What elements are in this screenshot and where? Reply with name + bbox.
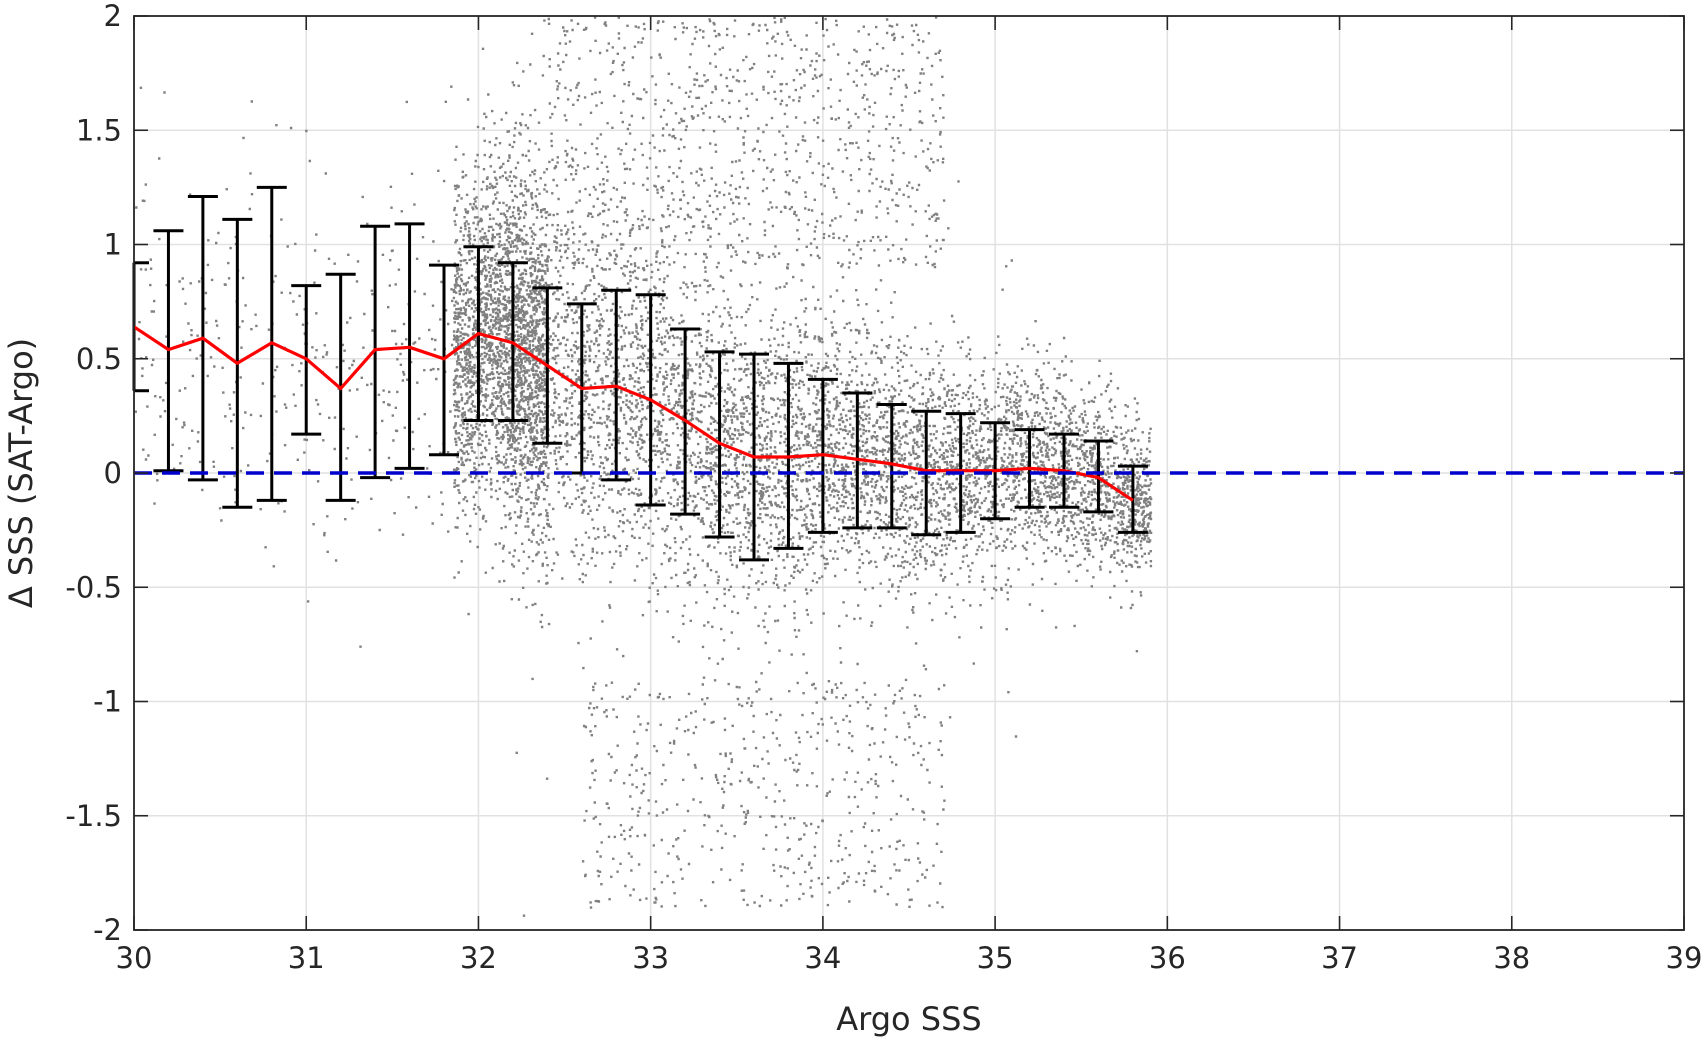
y-tick-label: 2 [104, 0, 122, 33]
x-tick-label: 39 [1666, 941, 1703, 975]
x-tick-label: 32 [460, 941, 497, 975]
x-axis-title: Argo SSS [836, 1000, 981, 1038]
axes-frame [133, 15, 1685, 931]
x-tick-label: 36 [1149, 941, 1186, 975]
mean-line-group [133, 325, 1134, 502]
y-tick-label: -2 [93, 913, 122, 947]
y-tick-label: -1.5 [65, 799, 122, 833]
y-tick-label: 0 [104, 456, 122, 490]
x-tick-label: 38 [1493, 941, 1530, 975]
y-tick-label: -0.5 [65, 570, 122, 604]
x-tick-label: 35 [977, 941, 1014, 975]
x-tick-label: 37 [1321, 941, 1358, 975]
x-tick-label: 30 [116, 941, 153, 975]
x-tick-label: 33 [632, 941, 669, 975]
mean-line [133, 325, 1134, 502]
x-tick-label: 34 [804, 941, 841, 975]
y-tick-labels: -2 -1.5 -1 -0.5 0 0.5 1 1.5 2 [65, 0, 122, 947]
y-axis-title: Δ SSS (SAT-Argo) [2, 338, 40, 608]
y-tick-label: 1.5 [76, 113, 122, 147]
y-tick-label: 0.5 [76, 342, 122, 376]
y-tick-label: 1 [104, 228, 122, 262]
error-bar [876, 402, 907, 530]
x-tick-label: 31 [288, 941, 325, 975]
y-tick-label: -1 [93, 685, 122, 719]
x-tick-labels: 30 31 32 33 34 35 36 37 38 39 [116, 941, 1703, 975]
